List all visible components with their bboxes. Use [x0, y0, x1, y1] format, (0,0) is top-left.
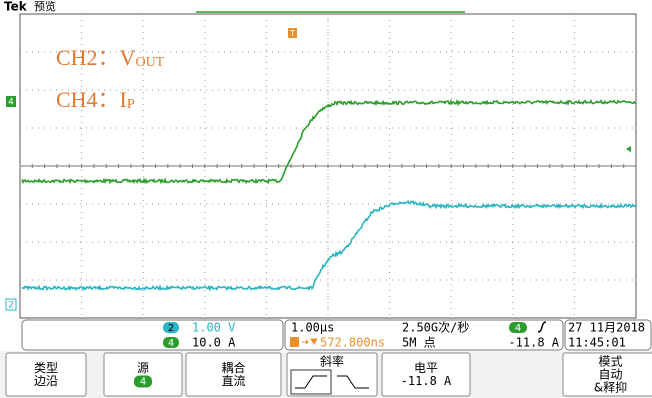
menu-text: 直流 — [221, 374, 245, 388]
trigger-marker-label: T — [289, 29, 295, 38]
ch4-badge-label: 4 — [168, 338, 174, 349]
menu-text: 斜率 — [320, 354, 344, 369]
mode: 预览 — [34, 0, 56, 13]
brand: Tek — [4, 0, 28, 14]
ch2-marker-label: 2 — [8, 301, 14, 311]
annotation-sub: P — [127, 97, 135, 112]
menu-text: 模式 — [598, 355, 622, 369]
scope-screen: Tek 预览 T 4 2 CH2：VOUT CH4：IP 2 1.00 V 4 … — [0, 0, 652, 398]
record-length: 5M 点 — [402, 336, 436, 350]
ch2-badge-label: 2 — [168, 323, 174, 334]
timebase: 1.00µs — [291, 321, 334, 335]
ch2-scale: 1.00 V — [192, 321, 235, 335]
menu-text: 源 — [137, 361, 149, 375]
ch4-scale: 10.0 A — [192, 336, 236, 350]
menu-text: 耦合 — [221, 360, 245, 375]
channel-box — [22, 320, 283, 350]
sample-rate: 2.50G次/秒 — [402, 321, 469, 335]
annotation-sub: OUT — [135, 55, 164, 70]
position-marker — [290, 337, 299, 347]
slope-rising — [291, 370, 331, 394]
trigger-source: 4 — [515, 323, 521, 334]
time: 11:45:01 — [568, 336, 626, 350]
menu-text: 边沿 — [34, 374, 58, 388]
trigger-level: -11.8 A — [508, 336, 559, 350]
menu-text: &释抑 — [594, 380, 627, 395]
annotation-text: CH2：V — [56, 45, 136, 70]
ch4-marker-label: 4 — [8, 98, 14, 108]
annotation: CH4：IP — [56, 87, 135, 112]
date: 27 11月2018 — [568, 321, 645, 335]
menu-text: -11.8 A — [401, 374, 452, 388]
menu-text: 类型 — [34, 361, 58, 375]
menu-text: 4 — [140, 377, 146, 388]
menu-text: 自动 — [598, 368, 622, 382]
menu-text: 电平 — [414, 361, 438, 375]
annotation-text: CH4：I — [56, 87, 127, 112]
position: 572.800ns — [320, 336, 385, 350]
